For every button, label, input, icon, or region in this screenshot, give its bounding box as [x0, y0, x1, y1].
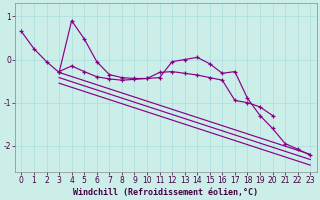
X-axis label: Windchill (Refroidissement éolien,°C): Windchill (Refroidissement éolien,°C): [73, 188, 258, 197]
